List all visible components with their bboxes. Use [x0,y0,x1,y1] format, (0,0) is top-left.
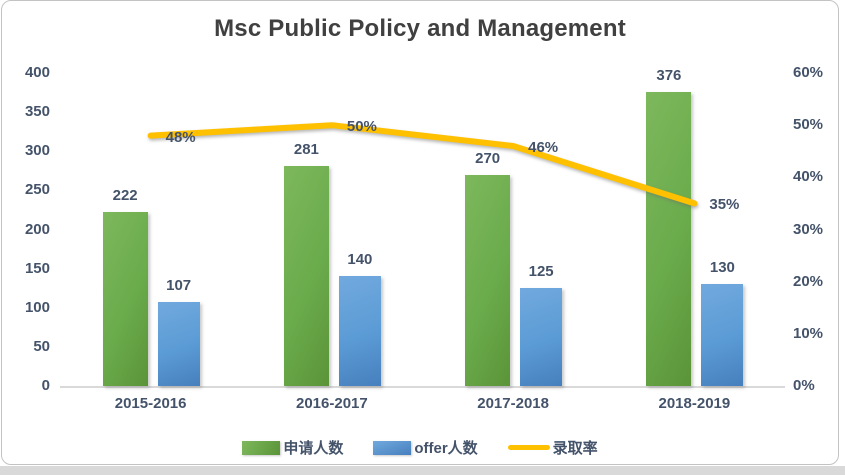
legend-line-swatch [507,445,550,450]
legend-item: 录取率 [507,437,598,458]
bar-series-0 [465,174,511,386]
legend-label: offer人数 [414,440,478,457]
bar-value-label: 107 [166,277,192,295]
y-axis-tick-label-left: 200 [24,220,50,238]
chart-card: Msc Public Policy and Management 0 50 100 1… [1,0,839,465]
bar-series-0 [646,91,692,386]
plot-area: 222 281 270 376 107 140 125 130 48% 50% 46% 35% [60,67,785,388]
bar-series-1 [157,302,200,386]
legend: 申请人数 offer人数 录取率 [2,437,838,458]
bar-value-label: 222 [112,187,138,205]
bar-value-label: 376 [656,66,682,84]
rate-point-label: 46% [528,139,559,157]
y-axis-tick-label-left: 0 [41,377,50,394]
y-axis-tick-label-right: 20% [793,272,824,290]
legend-label: 录取率 [552,440,598,457]
bar-series-1 [701,284,744,386]
y-axis-tick-label-left: 300 [24,142,50,160]
legend-label: 申请人数 [283,440,344,457]
legend-item: 申请人数 [242,437,343,458]
rate-point-label: 50% [346,118,377,136]
page-background-strip [0,466,845,475]
bar-value-label: 130 [709,259,735,277]
y-axis-tick-label-right: 0% [793,377,815,394]
y-axis-tick-label-right: 40% [793,168,824,186]
x-axis-category-label: 2017-2018 [477,395,549,412]
rate-line [147,122,698,207]
y-axis-tick-label-right: 30% [793,220,824,238]
bar-value-label: 140 [347,251,373,269]
y-axis-tick-label-right: 50% [793,116,824,134]
y-axis-tick-label-left: 50 [33,337,50,355]
y-axis-tick-label-right: 60% [793,64,824,81]
bar-series-0 [283,166,329,386]
y-axis-tick-label-left: 350 [24,103,50,121]
legend-bar-swatch [373,440,412,455]
bar-series-1 [338,276,381,386]
y-axis-tick-label-left: 100 [24,298,50,316]
x-axis-category-label: 2015-2016 [114,395,187,412]
bar-value-label: 270 [475,149,501,167]
chart-title: Msc Public Policy and Management [214,15,626,42]
rate-point-label: 35% [709,196,740,214]
rate-point-label: 48% [165,128,196,146]
bar-series-1 [520,288,563,386]
x-axis-category-label: 2018-2019 [658,395,731,412]
bar-value-label: 281 [293,141,319,159]
y-axis-tick-label-left: 250 [24,181,50,199]
bar-value-label: 125 [528,263,554,281]
y-axis-tick-label-left: 150 [24,259,50,277]
legend-item: offer人数 [373,437,478,458]
bar-series-0 [102,212,148,386]
x-axis-category-label: 2016-2017 [296,395,368,412]
y-axis-tick-label-left: 400 [24,64,50,81]
y-axis-tick-label-right: 10% [793,324,824,342]
legend-bar-swatch [242,440,281,455]
